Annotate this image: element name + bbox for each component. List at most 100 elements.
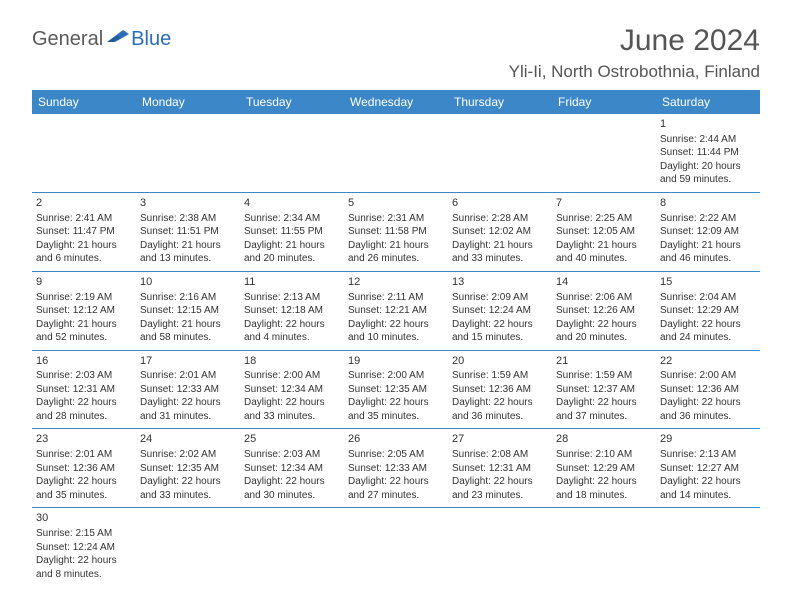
daylight-line: Daylight: 21 hours and 6 minutes.: [36, 239, 132, 266]
calendar-day-cell: 15Sunrise: 2:04 AMSunset: 12:29 AMDaylig…: [656, 271, 760, 350]
sunset-line: Sunset: 12:31 AM: [452, 462, 548, 476]
calendar-empty-cell: [136, 508, 240, 586]
sunrise-line: Sunrise: 2:19 AM: [36, 291, 132, 305]
day-number: 25: [244, 432, 340, 447]
daylight-line: Daylight: 21 hours and 58 minutes.: [140, 318, 236, 345]
calendar-empty-cell: [344, 508, 448, 586]
day-number: 4: [244, 196, 340, 211]
daylight-line: Daylight: 22 hours and 37 minutes.: [556, 396, 652, 423]
sunset-line: Sunset: 12:12 AM: [36, 304, 132, 318]
sunset-line: Sunset: 11:51 PM: [140, 225, 236, 239]
daylight-line: Daylight: 22 hours and 31 minutes.: [140, 396, 236, 423]
daylight-line: Daylight: 21 hours and 13 minutes.: [140, 239, 236, 266]
sunrise-line: Sunrise: 1:59 AM: [452, 369, 548, 383]
daylight-line: Daylight: 22 hours and 30 minutes.: [244, 475, 340, 502]
calendar-week-row: 2Sunrise: 2:41 AMSunset: 11:47 PMDayligh…: [32, 192, 760, 271]
daylight-line: Daylight: 21 hours and 46 minutes.: [660, 239, 756, 266]
weekday-header: Friday: [552, 90, 656, 114]
day-number: 11: [244, 275, 340, 290]
calendar-empty-cell: [240, 508, 344, 586]
daylight-line: Daylight: 22 hours and 36 minutes.: [452, 396, 548, 423]
logo: General Blue: [32, 28, 171, 51]
sunrise-line: Sunrise: 2:22 AM: [660, 212, 756, 226]
calendar-page: General Blue June 2024 Yli-Ii, North Ost…: [0, 0, 792, 610]
calendar-empty-cell: [552, 508, 656, 586]
day-number: 21: [556, 354, 652, 369]
calendar-empty-cell: [448, 114, 552, 192]
sunrise-line: Sunrise: 2:06 AM: [556, 291, 652, 305]
weekday-header: Monday: [136, 90, 240, 114]
logo-text-general: General: [32, 28, 103, 51]
sunrise-line: Sunrise: 2:00 AM: [244, 369, 340, 383]
calendar-empty-cell: [32, 114, 136, 192]
calendar-day-cell: 1Sunrise: 2:44 AMSunset: 11:44 PMDayligh…: [656, 114, 760, 192]
calendar-day-cell: 10Sunrise: 2:16 AMSunset: 12:15 AMDaylig…: [136, 271, 240, 350]
day-number: 13: [452, 275, 548, 290]
daylight-line: Daylight: 22 hours and 8 minutes.: [36, 554, 132, 581]
calendar-day-cell: 14Sunrise: 2:06 AMSunset: 12:26 AMDaylig…: [552, 271, 656, 350]
day-number: 27: [452, 432, 548, 447]
day-number: 28: [556, 432, 652, 447]
calendar-table: Sunday Monday Tuesday Wednesday Thursday…: [32, 90, 760, 586]
calendar-empty-cell: [656, 508, 760, 586]
day-number: 30: [36, 511, 132, 526]
sunrise-line: Sunrise: 2:04 AM: [660, 291, 756, 305]
sunset-line: Sunset: 12:36 AM: [660, 383, 756, 397]
calendar-day-cell: 19Sunrise: 2:00 AMSunset: 12:35 AMDaylig…: [344, 350, 448, 429]
calendar-day-cell: 23Sunrise: 2:01 AMSunset: 12:36 AMDaylig…: [32, 429, 136, 508]
calendar-week-row: 16Sunrise: 2:03 AMSunset: 12:31 AMDaylig…: [32, 350, 760, 429]
sunset-line: Sunset: 11:55 PM: [244, 225, 340, 239]
day-number: 7: [556, 196, 652, 211]
sunset-line: Sunset: 12:36 AM: [452, 383, 548, 397]
daylight-line: Daylight: 20 hours and 59 minutes.: [660, 160, 756, 187]
sunset-line: Sunset: 11:58 PM: [348, 225, 444, 239]
calendar-day-cell: 11Sunrise: 2:13 AMSunset: 12:18 AMDaylig…: [240, 271, 344, 350]
calendar-day-cell: 4Sunrise: 2:34 AMSunset: 11:55 PMDayligh…: [240, 192, 344, 271]
day-number: 23: [36, 432, 132, 447]
calendar-day-cell: 2Sunrise: 2:41 AMSunset: 11:47 PMDayligh…: [32, 192, 136, 271]
sunrise-line: Sunrise: 2:31 AM: [348, 212, 444, 226]
daylight-line: Daylight: 22 hours and 15 minutes.: [452, 318, 548, 345]
sunrise-line: Sunrise: 2:03 AM: [244, 448, 340, 462]
day-number: 18: [244, 354, 340, 369]
sunrise-line: Sunrise: 1:59 AM: [556, 369, 652, 383]
day-number: 16: [36, 354, 132, 369]
calendar-day-cell: 26Sunrise: 2:05 AMSunset: 12:33 AMDaylig…: [344, 429, 448, 508]
day-number: 14: [556, 275, 652, 290]
daylight-line: Daylight: 21 hours and 33 minutes.: [452, 239, 548, 266]
sunset-line: Sunset: 11:47 PM: [36, 225, 132, 239]
calendar-week-row: 23Sunrise: 2:01 AMSunset: 12:36 AMDaylig…: [32, 429, 760, 508]
sunrise-line: Sunrise: 2:13 AM: [244, 291, 340, 305]
weekday-header: Sunday: [32, 90, 136, 114]
title-block: June 2024 Yli-Ii, North Ostrobothnia, Fi…: [509, 24, 760, 82]
day-number: 24: [140, 432, 236, 447]
sunset-line: Sunset: 12:24 AM: [452, 304, 548, 318]
day-number: 15: [660, 275, 756, 290]
calendar-day-cell: 27Sunrise: 2:08 AMSunset: 12:31 AMDaylig…: [448, 429, 552, 508]
sunrise-line: Sunrise: 2:05 AM: [348, 448, 444, 462]
daylight-line: Daylight: 22 hours and 35 minutes.: [348, 396, 444, 423]
daylight-line: Daylight: 22 hours and 4 minutes.: [244, 318, 340, 345]
sunrise-line: Sunrise: 2:08 AM: [452, 448, 548, 462]
weekday-header: Wednesday: [344, 90, 448, 114]
sunrise-line: Sunrise: 2:10 AM: [556, 448, 652, 462]
month-title: June 2024: [509, 24, 760, 58]
sunrise-line: Sunrise: 2:38 AM: [140, 212, 236, 226]
calendar-day-cell: 24Sunrise: 2:02 AMSunset: 12:35 AMDaylig…: [136, 429, 240, 508]
daylight-line: Daylight: 21 hours and 40 minutes.: [556, 239, 652, 266]
daylight-line: Daylight: 22 hours and 10 minutes.: [348, 318, 444, 345]
sunset-line: Sunset: 12:02 AM: [452, 225, 548, 239]
daylight-line: Daylight: 21 hours and 26 minutes.: [348, 239, 444, 266]
weekday-header: Tuesday: [240, 90, 344, 114]
weekday-header-row: Sunday Monday Tuesday Wednesday Thursday…: [32, 90, 760, 114]
daylight-line: Daylight: 22 hours and 20 minutes.: [556, 318, 652, 345]
calendar-week-row: 9Sunrise: 2:19 AMSunset: 12:12 AMDayligh…: [32, 271, 760, 350]
calendar-empty-cell: [136, 114, 240, 192]
day-number: 10: [140, 275, 236, 290]
sunrise-line: Sunrise: 2:02 AM: [140, 448, 236, 462]
calendar-day-cell: 17Sunrise: 2:01 AMSunset: 12:33 AMDaylig…: [136, 350, 240, 429]
sunset-line: Sunset: 12:35 AM: [140, 462, 236, 476]
day-number: 20: [452, 354, 548, 369]
day-number: 2: [36, 196, 132, 211]
calendar-empty-cell: [344, 114, 448, 192]
